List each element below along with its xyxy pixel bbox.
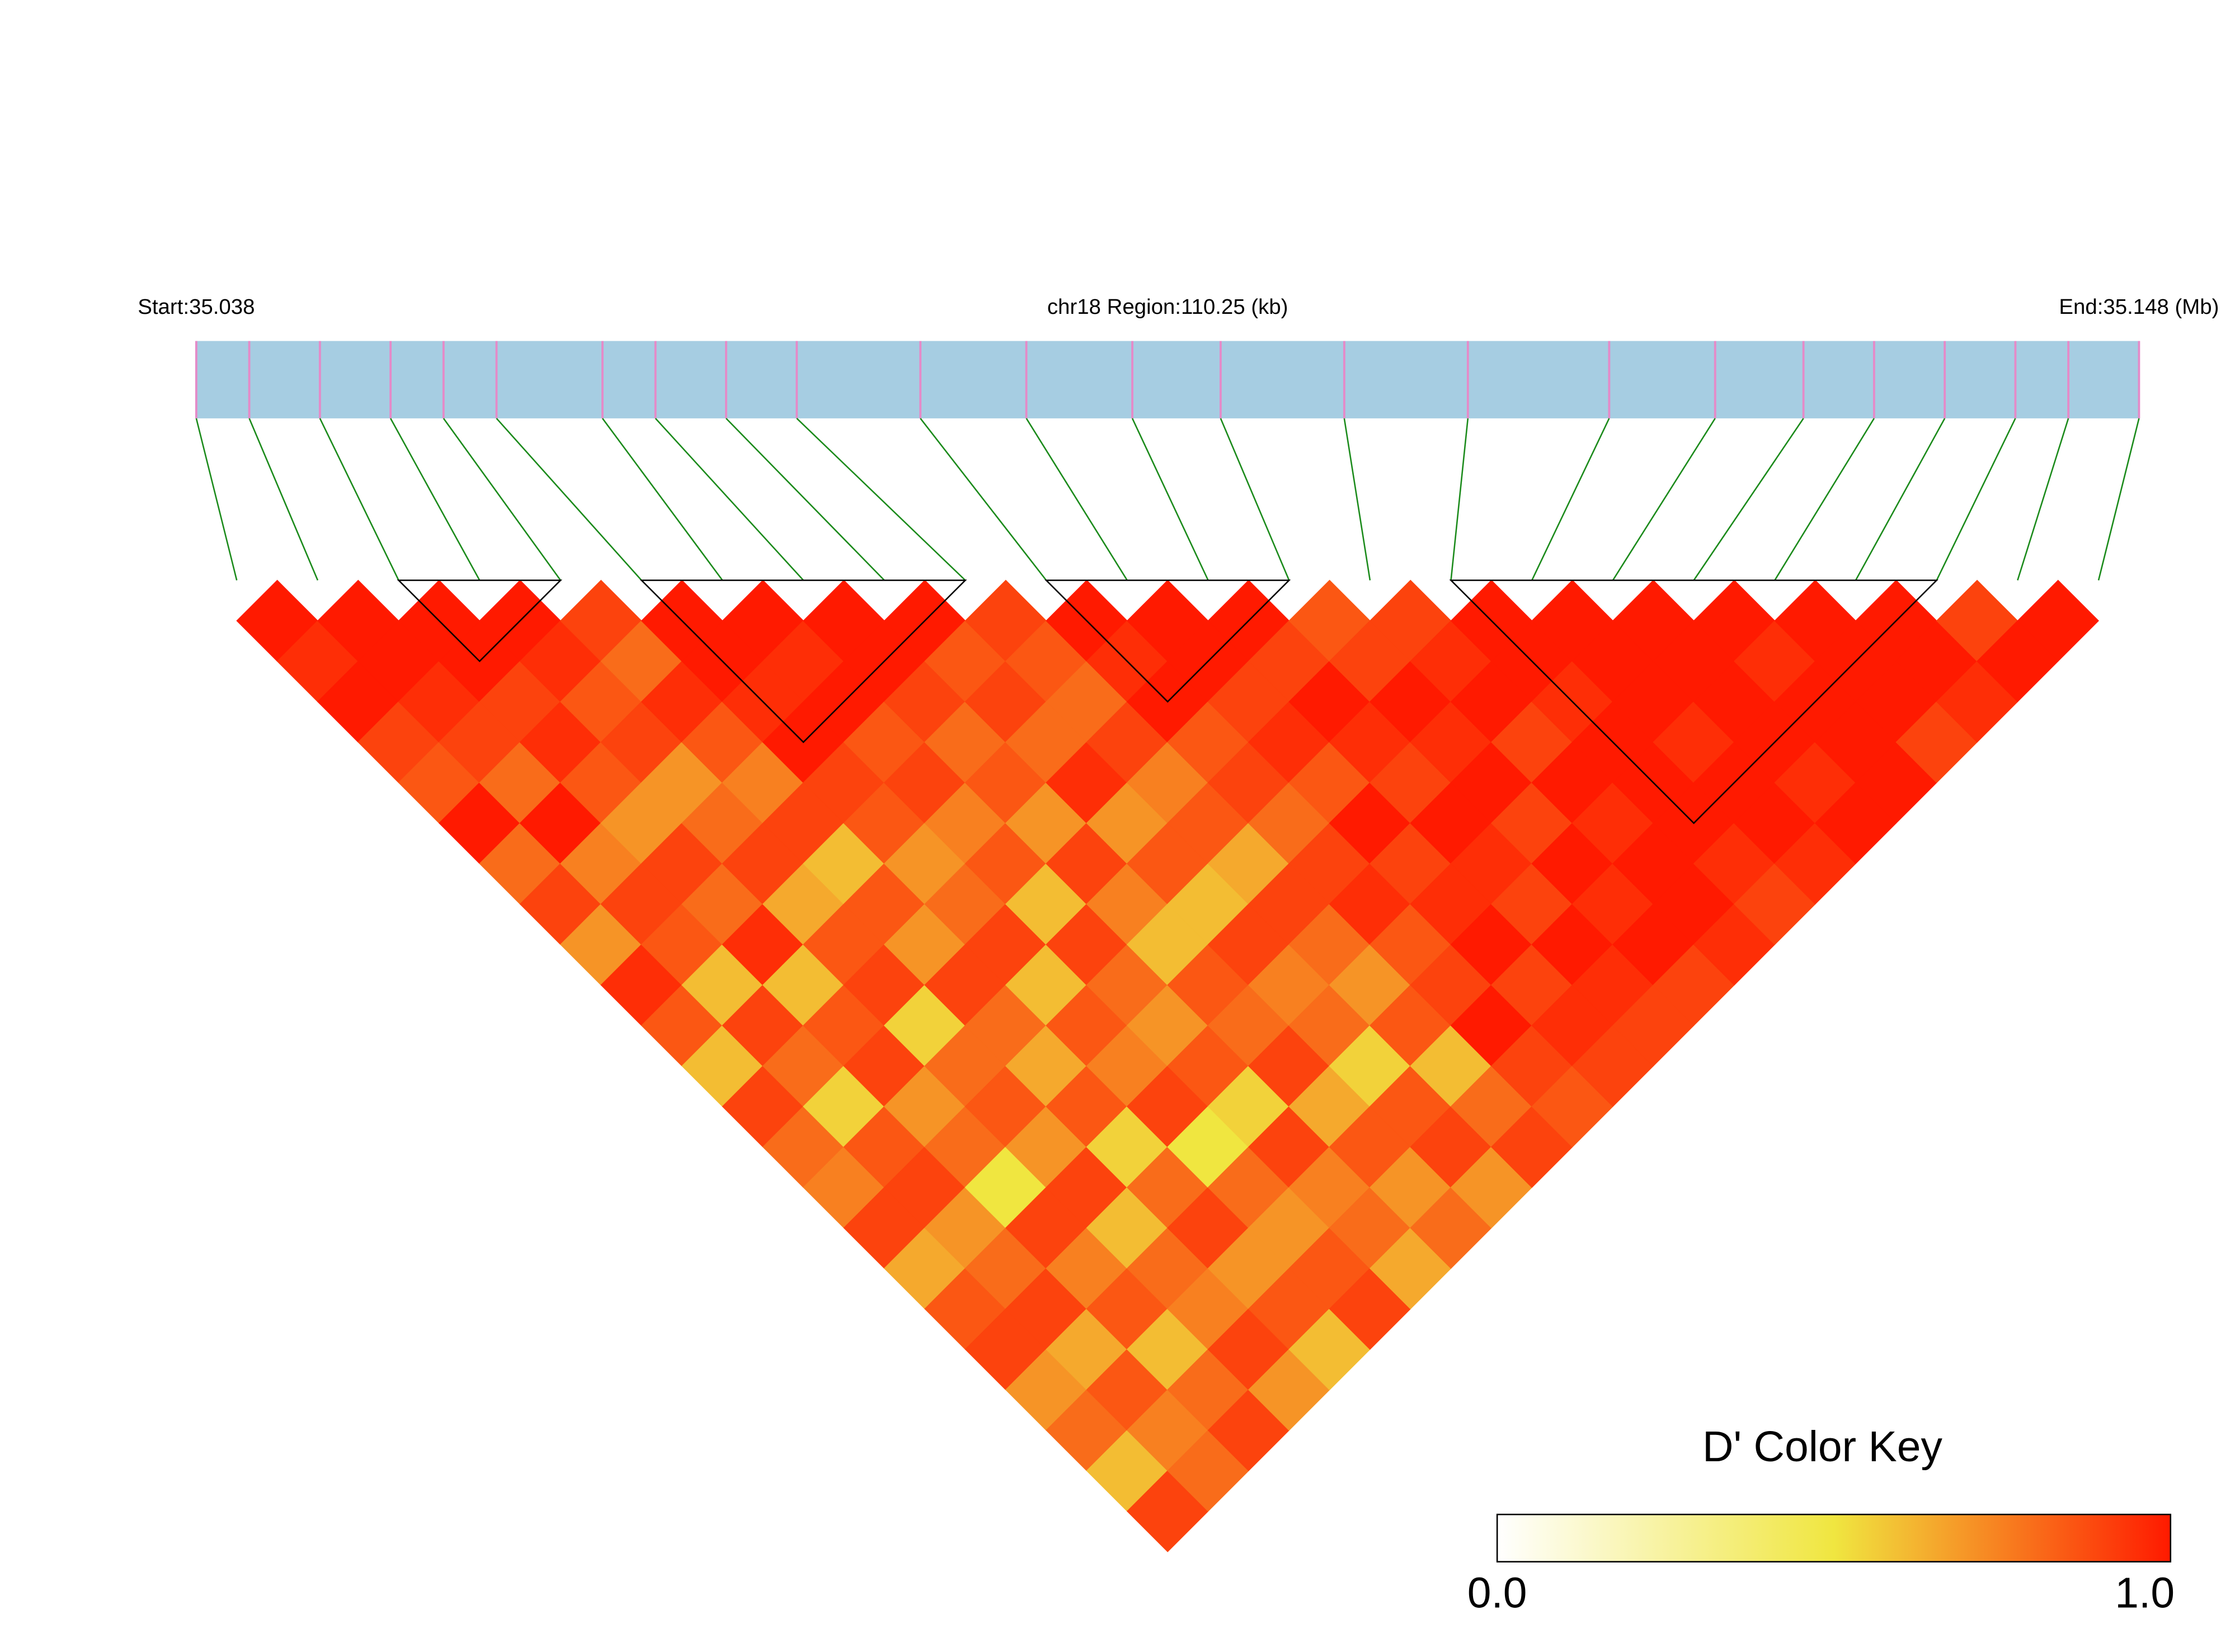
snp-connector <box>1531 418 1610 581</box>
snp-connector <box>389 418 481 581</box>
snp-connector <box>1693 418 1804 581</box>
snp-track <box>196 341 2139 418</box>
snp-connector <box>443 418 561 581</box>
region-label: chr18 Region:110.25 (kb) <box>1047 295 1288 319</box>
snp-connector <box>920 418 1047 581</box>
snp-connector <box>1220 418 1290 581</box>
snp-connector <box>2017 418 2069 581</box>
snp-connector <box>1936 418 2016 581</box>
snp-connector <box>601 418 723 581</box>
start-label: Start:35.038 <box>138 295 255 319</box>
ld-block <box>397 579 563 662</box>
color-key-title: D' Color Key <box>1702 1423 1942 1471</box>
snp-connector <box>1450 418 1469 581</box>
snp-connector <box>1855 418 1946 581</box>
snp-connector <box>796 417 966 581</box>
ld-block <box>1044 579 1291 703</box>
snp-connector <box>195 418 238 581</box>
snp-connector <box>725 417 885 581</box>
snp-connector <box>655 417 804 581</box>
ld-block <box>639 579 967 743</box>
snp-connector <box>248 418 319 581</box>
color-key-label: 1.0 <box>2115 1569 2175 1617</box>
snp-connector <box>496 418 642 581</box>
snp-connector <box>319 418 399 581</box>
snp-connector <box>1025 418 1128 581</box>
snp-connector <box>1131 418 1209 581</box>
snp-connector <box>1343 418 1371 581</box>
color-key-label: 0.0 <box>1467 1569 1527 1617</box>
snp-connector <box>1774 418 1875 581</box>
snp-connector <box>2097 418 2140 581</box>
end-label: End:35.148 (Mb) <box>2059 295 2219 319</box>
color-key-bar <box>1496 1513 2172 1562</box>
ld-block <box>1449 579 1938 825</box>
ld-cell <box>2017 580 2099 662</box>
snp-connector <box>1612 418 1716 581</box>
